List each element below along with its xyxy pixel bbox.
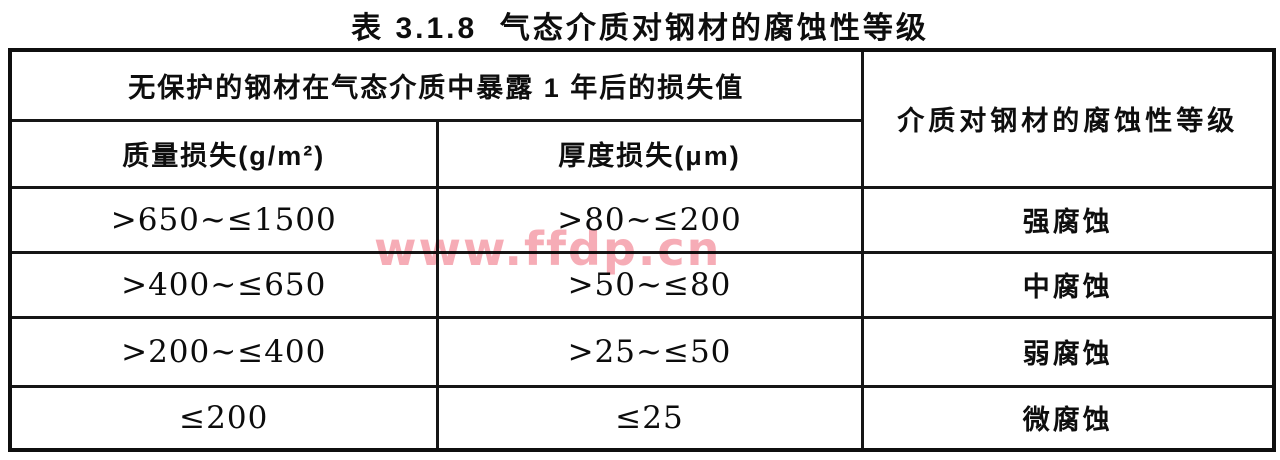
thickness-loss-value: >50~≤80 [435,250,864,319]
thickness-loss-value: >80~≤200 [435,185,864,254]
mass-loss-value: >650~≤1500 [8,185,439,254]
table-title: 表 3.1.8 气态介质对钢材的腐蚀性等级 [351,12,929,45]
thickness-loss-value: ≤25 [435,384,864,452]
thickness-loss-header: 厚度损失(μm) [435,118,864,189]
mass-loss-value: ≤200 [8,384,439,452]
corrosion-grade-table: 无保护的钢材在气态介质中暴露 1 年后的损失值 介质对钢材的腐蚀性等级 质量损失… [8,48,1276,452]
table-row: >200~≤400 >25~≤50 弱腐蚀 [8,315,1276,388]
grade-value: 微腐蚀 [860,384,1276,452]
mass-loss-header: 质量损失(g/m²) [8,118,439,189]
mass-loss-value: >200~≤400 [8,315,439,388]
loss-value-header: 无保护的钢材在气态介质中暴露 1 年后的损失值 [8,48,864,122]
table-row: ≤200 ≤25 微腐蚀 [8,384,1276,452]
grade-column-header: 介质对钢材的腐蚀性等级 [860,48,1276,189]
thickness-loss-value: >25~≤50 [435,315,864,388]
grade-value: 强腐蚀 [860,185,1276,254]
mass-loss-value: >400~≤650 [8,250,439,319]
table-row: >400~≤650 >50~≤80 中腐蚀 [8,250,1276,319]
grade-value: 中腐蚀 [860,250,1276,319]
table-row: >650~≤1500 >80~≤200 强腐蚀 [8,185,1276,254]
grade-value: 弱腐蚀 [860,315,1276,388]
